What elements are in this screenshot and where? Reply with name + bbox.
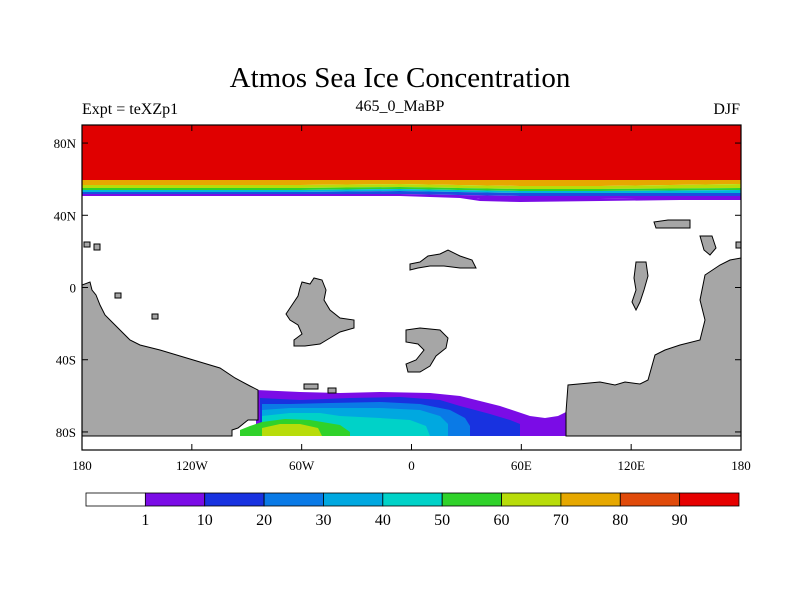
colorbar-label: 80 bbox=[612, 512, 628, 529]
land-islet-1 bbox=[83, 241, 91, 248]
colorbar-swatch bbox=[382, 492, 443, 507]
y-tick-label: 40N bbox=[54, 208, 77, 223]
chart-title: Atmos Sea Ice Concentration bbox=[229, 62, 571, 94]
arctic-ice-orange bbox=[82, 180, 741, 186]
land-island-central bbox=[405, 327, 449, 373]
x-tick-label: 0 bbox=[408, 458, 415, 473]
y-tick-label: 40S bbox=[56, 353, 76, 368]
colorbar-label: 50 bbox=[434, 512, 450, 529]
season-label: DJF bbox=[713, 101, 740, 118]
antarctic-sea-ice bbox=[240, 390, 566, 436]
colorbar-swatch bbox=[441, 492, 502, 507]
land-main-continent-west bbox=[82, 281, 259, 437]
x-tick-label: 120E bbox=[617, 458, 645, 473]
land-island-central-west bbox=[285, 277, 355, 347]
x-tick-label: 180 bbox=[72, 458, 92, 473]
land-island-east-small bbox=[699, 235, 717, 256]
colorbar-label: 30 bbox=[315, 512, 331, 529]
x-axis: 180 120W 60W 0 60E 120E 180 bbox=[72, 125, 751, 473]
land-island-east-narrow bbox=[631, 261, 649, 312]
colorbar-swatch bbox=[204, 492, 265, 507]
experiment-label: Expt = teXZp1 bbox=[82, 101, 179, 118]
land-island-northeast bbox=[653, 219, 691, 229]
x-tick-label: 180 bbox=[731, 458, 751, 473]
arctic-ice-blue bbox=[82, 191, 741, 196]
arctic-sea-ice bbox=[82, 125, 741, 202]
x-tick-label: 60W bbox=[289, 458, 315, 473]
colorbar-swatch bbox=[501, 492, 562, 507]
arctic-ice-full bbox=[82, 125, 741, 180]
x-tick-label: 120W bbox=[176, 458, 209, 473]
land-masses bbox=[82, 219, 741, 437]
arctic-ice-purple bbox=[82, 194, 741, 202]
colorbar-swatch bbox=[85, 492, 146, 507]
arctic-ice-yellow bbox=[82, 184, 741, 189]
land-islet-3 bbox=[114, 292, 122, 299]
colorbar-swatch bbox=[144, 492, 206, 507]
antarctic-ice-yellow bbox=[262, 424, 322, 436]
y-tick-label: 80S bbox=[56, 425, 76, 440]
colorbar-label: 90 bbox=[672, 512, 688, 529]
land-islet-6 bbox=[303, 383, 319, 390]
y-tick-label: 0 bbox=[70, 281, 77, 296]
land-islet-5 bbox=[735, 241, 741, 249]
colorbar-label: 20 bbox=[256, 512, 272, 529]
colorbar-label: 10 bbox=[197, 512, 213, 529]
y-tick-label: 80N bbox=[54, 136, 77, 151]
colorbar-swatch bbox=[323, 492, 384, 507]
colorbar-label: 1 bbox=[141, 512, 149, 529]
colorbar-label: 70 bbox=[553, 512, 569, 529]
land-islet-4 bbox=[151, 313, 159, 320]
colorbar: 1 10 20 30 40 50 60 70 80 90 bbox=[85, 492, 740, 529]
colorbar-swatch bbox=[619, 492, 681, 507]
y-axis: 80N 40N 0 40S 80S bbox=[54, 136, 741, 440]
land-islet-7 bbox=[327, 387, 337, 394]
period-label: 465_0_MaBP bbox=[355, 98, 445, 115]
land-islet-2 bbox=[93, 243, 101, 251]
land-island-north-central bbox=[409, 249, 477, 271]
land-main-continent-east bbox=[565, 257, 741, 437]
colorbar-swatch bbox=[263, 492, 324, 507]
colorbar-swatch bbox=[679, 492, 740, 507]
x-tick-label: 60E bbox=[511, 458, 532, 473]
colorbar-label: 60 bbox=[494, 512, 510, 529]
colorbar-label: 40 bbox=[375, 512, 391, 529]
colorbar-swatch bbox=[560, 492, 621, 507]
